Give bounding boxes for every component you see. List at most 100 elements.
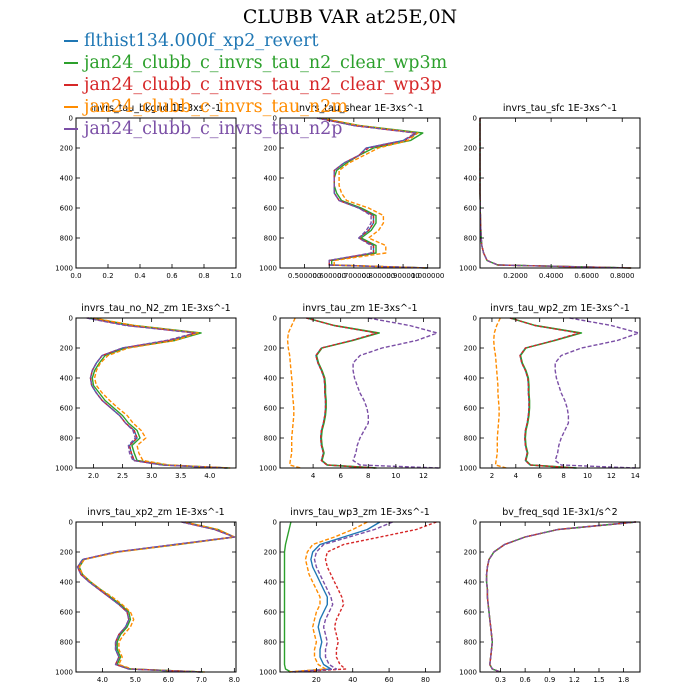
x-tick-label: 0.6 [166,272,178,280]
x-tick-label: 12 [419,472,428,480]
y-tick-label: 600 [60,205,73,213]
x-tick-label: 6 [338,472,343,480]
legend-swatch [64,106,78,108]
plot-frame [479,117,641,269]
legend-item: flthist134.000f_xp2_revert [64,30,447,52]
y-tick-label: 600 [464,205,477,213]
series-line [321,117,428,269]
y-tick-label: 400 [264,175,277,183]
y-tick-label: 0 [473,519,477,527]
subplot-title: invrs_tau_no_N2_zm 1E-3xs^-1 [81,303,230,314]
y-tick-label: 1000 [259,669,277,677]
x-tick-label: 6 [537,472,542,480]
y-tick-label: 200 [264,345,277,353]
x-tick-label: 0.4 [134,272,146,280]
series-line [93,317,231,469]
y-tick-label: 800 [264,639,277,647]
x-tick-label: 4.0 [204,472,215,480]
series-line [352,317,439,469]
legend: flthist134.000f_xp2_revert jan24_clubb_c… [64,30,447,140]
series-line [316,117,428,269]
y-tick-label: 600 [264,405,277,413]
subplot-title: invrs_tau_xp2_zm 1E-3xs^-1 [87,507,224,518]
x-tick-label: 0.8 [198,272,209,280]
y-tick-label: 400 [60,579,73,587]
y-tick-label: 800 [60,235,73,243]
x-tick-label: 12 [607,472,616,480]
legend-item: jan24_clubb_c_invrs_tau_n2_clear_wp3p [64,74,447,96]
y-tick-label: 1000 [459,265,477,273]
y-tick-label: 0 [273,315,277,323]
series-line [306,317,380,469]
subplot-title: invrs_tau_wp2_zm 1E-3xs^-1 [490,303,630,314]
x-tick-label: 0.500000 [288,272,321,280]
x-tick-label: 0.800000 [362,272,395,280]
x-tick-label: 4.0 [97,676,108,684]
y-tick-label: 800 [264,235,277,243]
series-line [510,317,583,469]
series-line [78,521,236,673]
series-line [509,317,581,469]
y-tick-label: 200 [464,549,477,557]
series-line [290,521,393,673]
legend-label: flthist134.000f_xp2_revert [84,31,319,51]
series-line [479,118,632,269]
series-line [90,317,229,469]
plot-frame [75,521,237,673]
x-tick-label: 80 [421,676,430,684]
legend-label: jan24_clubb_c_invrs_tau_n2_clear_wp3m [84,53,448,73]
y-tick-label: 200 [264,145,277,153]
y-tick-label: 1000 [55,265,73,273]
y-tick-label: 1000 [259,265,277,273]
x-tick-label: 2 [490,472,494,480]
subplot-title: invrs_tau_wp3_zm 1E-3xs^-1 [290,507,430,518]
legend-label: jan24_clubb_c_invrs_tau_n2m [84,97,348,117]
series-line [86,317,227,469]
y-tick-label: 400 [264,579,277,587]
legend-swatch [64,40,78,42]
legend-item: jan24_clubb_c_invrs_tau_n2_clear_wp3m [64,52,447,74]
x-tick-label: 1.0 [230,272,241,280]
legend-label: jan24_clubb_c_invrs_tau_n2_clear_wp3p [84,75,442,95]
subplot-title: invrs_tau_bkgnd 1E-3xs^-1 [91,103,221,114]
x-tick-label: 8 [561,472,565,480]
y-tick-label: 800 [464,235,477,243]
x-tick-label: 4 [514,472,519,480]
y-tick-label: 200 [60,145,73,153]
series-line [76,521,236,673]
series-line [485,521,636,673]
x-tick-label: 4 [311,472,316,480]
series-line [306,317,378,469]
x-tick-label: 0.6000 [574,272,599,280]
y-tick-label: 200 [264,549,277,557]
y-tick-label: 0 [69,115,73,123]
x-tick-label: 20 [312,676,321,684]
y-tick-label: 800 [264,435,277,443]
legend-item: jan24_clubb_c_invrs_tau_n2m [64,96,447,118]
page-title: CLUBB VAR at25E,0N [242,6,458,28]
series-line [509,317,580,469]
x-tick-label: 1.2 [569,676,580,684]
plot-frame [279,317,441,469]
legend-label: jan24_clubb_c_invrs_tau_n2p [84,119,343,139]
x-tick-label: 0.900000 [386,272,419,280]
series-line [306,317,379,469]
subplot-title: bv_freq_sqd 1E-3x1/s^2 [502,507,617,518]
y-tick-label: 1000 [55,669,73,677]
y-tick-label: 400 [464,375,477,383]
y-tick-label: 800 [464,639,477,647]
series-line [287,521,368,673]
plot-frame [479,521,641,673]
series-line [485,521,636,673]
y-tick-label: 400 [60,175,73,183]
y-tick-label: 400 [464,175,477,183]
x-tick-label: 0.2 [102,272,113,280]
x-tick-label: 2.0 [88,472,99,480]
series-line [554,317,640,469]
x-tick-label: 0.9 [544,676,555,684]
series-line [479,118,632,269]
x-tick-label: 0.0 [70,272,81,280]
y-tick-label: 400 [464,579,477,587]
x-tick-label: 10 [391,472,400,480]
series-line [479,118,632,269]
